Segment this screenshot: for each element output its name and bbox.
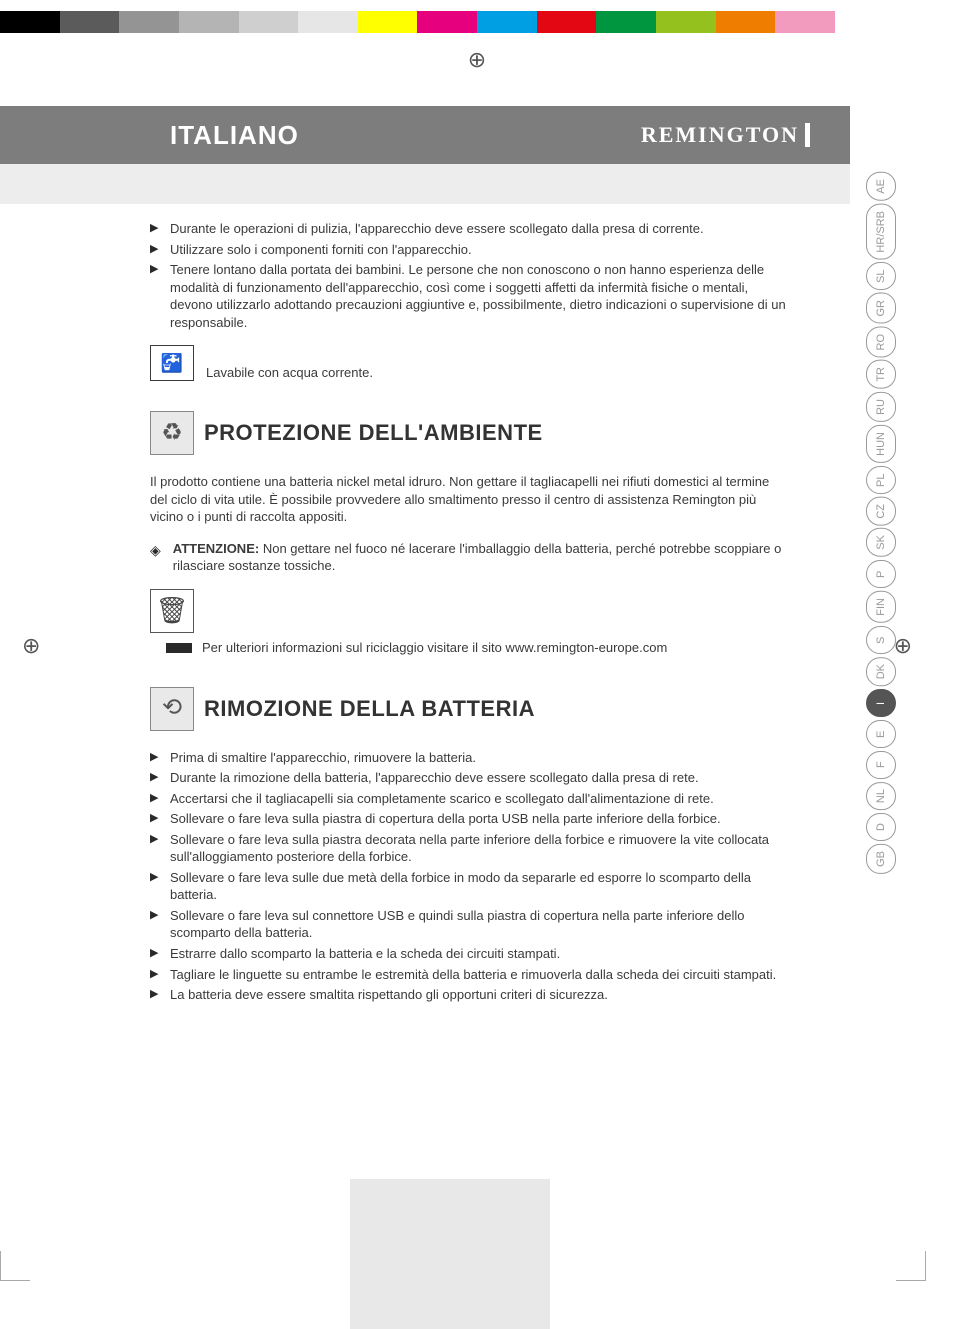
header-sub-band — [0, 164, 850, 204]
crop-mark-icon — [896, 1251, 926, 1281]
list-item: Tenere lontano dalla portata dei bambini… — [150, 261, 790, 331]
list-item: Sollevare o fare leva sul connettore USB… — [150, 907, 790, 942]
language-tab-tr[interactable]: TR — [866, 360, 896, 389]
battery-glyph: ⟲ — [162, 692, 182, 724]
language-tabs: GB D NL FEI DK S FIN P SKCZ PL HUNRU TRROGR SLHR/SRB… — [866, 172, 896, 874]
environment-paragraph: Il prodotto contiene una batteria nickel… — [150, 473, 790, 526]
color-swatch — [358, 11, 418, 33]
color-swatch — [179, 11, 239, 33]
recycle-info-block: 🗑 Per ulteriori informazioni sul ricicla… — [150, 589, 790, 657]
battery-removal-icon: ⟲ — [150, 687, 194, 731]
color-calibration-bar — [0, 11, 954, 33]
color-swatch — [60, 11, 120, 33]
language-tab-s[interactable]: S — [866, 626, 896, 654]
color-swatch — [417, 11, 477, 33]
language-tab-gb[interactable]: GB — [866, 844, 896, 874]
language-tab-pl[interactable]: PL — [866, 466, 896, 494]
color-swatch — [894, 11, 954, 33]
list-item: Sollevare o fare leva sulla piastra di c… — [150, 810, 790, 828]
battery-bullet-list: Prima di smaltire l'apparecchio, rimuove… — [150, 749, 790, 1004]
registration-mark-icon: ⊕ — [22, 633, 40, 659]
language-tab-e[interactable]: E — [866, 720, 896, 748]
section-environment-title: PROTEZIONE DELL'AMBIENTE — [204, 418, 543, 448]
tap-glyph: 🚰 — [161, 351, 183, 375]
recycle-icon: ♻ — [150, 411, 194, 455]
color-swatch — [119, 11, 179, 33]
list-item: Estrarre dallo scomparto la batteria e l… — [150, 945, 790, 963]
color-swatch — [477, 11, 537, 33]
footer-gray-block — [350, 1179, 550, 1329]
list-item: Utilizzare solo i componenti forniti con… — [150, 241, 790, 259]
language-tab-ro[interactable]: RO — [866, 327, 896, 358]
attention-label: ATTENZIONE: — [173, 541, 259, 556]
tap-icon: 🚰 — [150, 345, 194, 381]
crop-mark-icon — [0, 1251, 30, 1281]
color-swatch — [239, 11, 299, 33]
language-tab-sk[interactable]: SK — [866, 528, 896, 557]
registration-mark-icon: ⊕ — [468, 47, 486, 73]
color-swatch — [716, 11, 776, 33]
warn-icon: ◈ — [150, 541, 161, 575]
washable-text: Lavabile con acqua corrente. — [206, 364, 373, 382]
list-item: Durante le operazioni di pulizia, l'appa… — [150, 220, 790, 238]
language-tab-f[interactable]: F — [866, 751, 896, 779]
list-item: Tagliare le linguette su entrambe le est… — [150, 966, 790, 984]
list-item: Sollevare o fare leva sulle due metà del… — [150, 869, 790, 904]
list-item: Durante la rimozione della batteria, l'a… — [150, 769, 790, 787]
washable-line: 🚰 Lavabile con acqua corrente. — [150, 345, 790, 381]
brand-text: REMINGTON — [641, 122, 799, 148]
color-swatch — [835, 11, 895, 33]
language-tab-sl[interactable]: SL — [866, 262, 896, 290]
recycle-info-text: Per ulteriori informazioni sul riciclagg… — [202, 639, 667, 657]
brand-bar-icon — [805, 123, 810, 147]
language-tab-cz[interactable]: CZ — [866, 497, 896, 526]
color-swatch — [537, 11, 597, 33]
list-item: Accertarsi che il tagliacapelli sia comp… — [150, 790, 790, 808]
language-title: ITALIANO — [170, 120, 299, 151]
recycle-info-line: Per ulteriori informazioni sul riciclagg… — [150, 639, 790, 657]
intro-bullet-list: Durante le operazioni di pulizia, l'appa… — [150, 220, 790, 331]
language-tab-ru[interactable]: RU — [866, 392, 896, 422]
section-battery-title: RIMOZIONE DELLA BATTERIA — [204, 694, 535, 724]
attention-text: ATTENZIONE: Non gettare nel fuoco né lac… — [169, 540, 790, 575]
color-swatch — [596, 11, 656, 33]
color-swatch — [0, 11, 60, 33]
bin-glyph: 🗑 — [155, 593, 188, 628]
bin-crossed-icon: 🗑 — [150, 589, 194, 633]
color-swatch — [656, 11, 716, 33]
list-item: La batteria deve essere smaltita rispett… — [150, 986, 790, 1004]
brand-logo: REMINGTON — [641, 122, 810, 148]
color-swatch — [298, 11, 358, 33]
language-tab-d[interactable]: D — [866, 813, 896, 841]
registration-mark-icon: ⊕ — [894, 633, 912, 659]
attention-row: ◈ ATTENZIONE: Non gettare nel fuoco né l… — [150, 540, 790, 575]
list-item: Sollevare o fare leva sulla piastra deco… — [150, 831, 790, 866]
color-swatch — [775, 11, 835, 33]
language-tab-gr[interactable]: GR — [866, 293, 896, 324]
language-tab-hun[interactable]: HUN — [866, 425, 896, 463]
language-tab-i[interactable]: I — [866, 689, 896, 717]
language-tab-ae[interactable]: AE — [866, 172, 896, 201]
language-tab-hrsrb[interactable]: HR/SRB — [866, 204, 896, 260]
language-tab-dk[interactable]: DK — [866, 657, 896, 686]
section-battery-header: ⟲ RIMOZIONE DELLA BATTERIA — [150, 687, 790, 731]
recycle-glyph: ♻ — [161, 417, 183, 449]
list-item: Prima di smaltire l'apparecchio, rimuove… — [150, 749, 790, 767]
language-tab-nl[interactable]: NL — [866, 782, 896, 810]
section-environment-header: ♻ PROTEZIONE DELL'AMBIENTE — [150, 411, 790, 455]
page-header: ITALIANO REMINGTON — [0, 106, 850, 164]
language-tab-fin[interactable]: FIN — [866, 591, 896, 623]
black-bar-icon — [166, 643, 192, 653]
attention-body: Non gettare nel fuoco né lacerare l'imba… — [173, 541, 782, 574]
language-tab-p[interactable]: P — [866, 560, 896, 588]
page-content: Durante le operazioni di pulizia, l'appa… — [150, 220, 790, 1018]
